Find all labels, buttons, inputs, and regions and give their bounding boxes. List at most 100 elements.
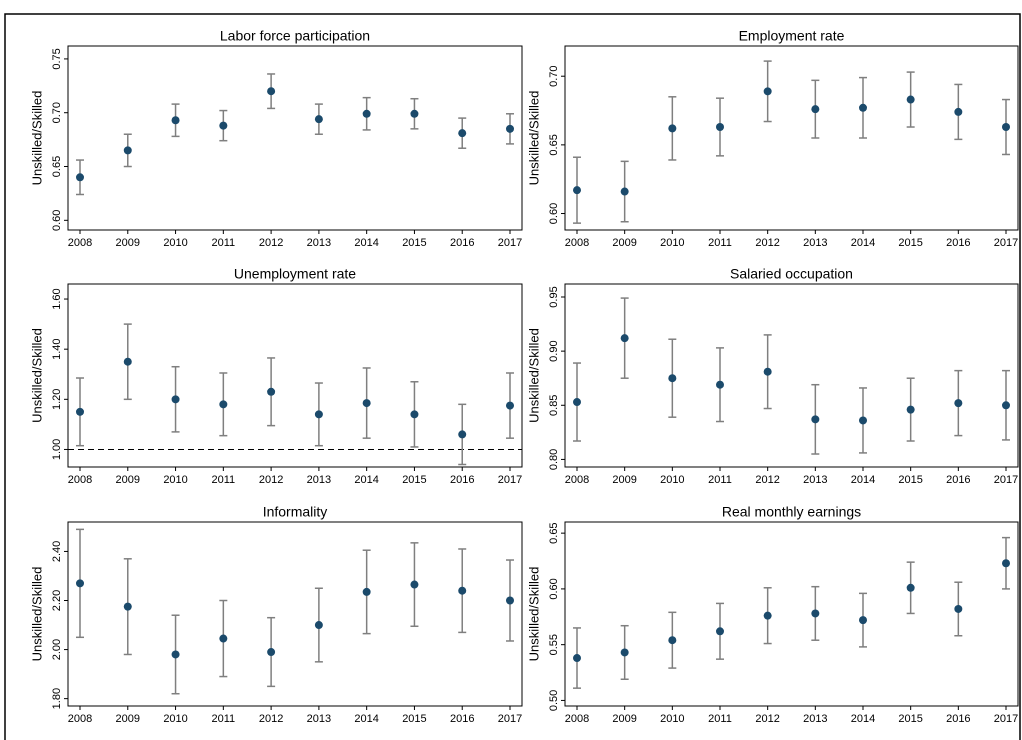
point: [267, 648, 276, 657]
x-tick-label: 2008: [68, 713, 92, 725]
y-tick-label: 2.20: [51, 590, 63, 611]
y-axis-label: Unskilled/Skilled: [29, 567, 44, 662]
y-tick-label: 0.65: [548, 134, 560, 155]
x-tick-label: 2013: [803, 713, 827, 725]
point: [219, 121, 228, 130]
x-tick-label: 2014: [851, 237, 875, 249]
point: [219, 400, 228, 409]
x-tick-label: 2016: [946, 474, 970, 486]
point: [1002, 401, 1010, 410]
plot-frame: [564, 521, 1019, 707]
point: [954, 604, 963, 613]
point: [620, 648, 629, 657]
point: [123, 602, 132, 611]
y-tick-label: 0.70: [548, 65, 560, 86]
x-tick-label: 2017: [498, 237, 522, 249]
y-tick-label: 0.65: [548, 522, 560, 543]
x-tick-label: 2012: [755, 713, 779, 725]
plot-frame: [67, 283, 523, 468]
point: [1002, 559, 1010, 568]
plot-frame: [67, 521, 523, 707]
point: [314, 621, 323, 630]
point: [458, 129, 467, 138]
x-tick-label: 2017: [994, 713, 1018, 725]
point: [573, 654, 581, 663]
point: [410, 580, 419, 589]
plot-frame: [67, 45, 523, 231]
point: [506, 124, 514, 133]
x-tick-label: 2010: [163, 237, 187, 249]
x-tick-label: 2015: [402, 237, 426, 249]
x-tick-label: 2008: [68, 474, 92, 486]
x-tick-label: 2011: [212, 237, 236, 249]
point: [123, 357, 132, 366]
x-tick-label: 2011: [708, 474, 732, 486]
x-tick-label: 2010: [660, 237, 684, 249]
x-tick-label: 2009: [116, 474, 140, 486]
x-tick-label: 2008: [565, 237, 589, 249]
point: [811, 415, 820, 424]
point: [859, 616, 867, 625]
x-tick-label: 2015: [898, 237, 922, 249]
point: [716, 627, 724, 636]
x-tick-label: 2008: [565, 474, 589, 486]
y-tick-label: 2.40: [51, 541, 63, 562]
x-tick-label: 2017: [994, 237, 1018, 249]
x-tick-label: 2016: [450, 237, 474, 249]
y-tick-label: 2.00: [51, 639, 63, 660]
point: [954, 399, 963, 408]
point: [573, 398, 581, 407]
point: [76, 407, 84, 416]
x-tick-label: 2010: [660, 474, 684, 486]
y-tick-label: 1.60: [51, 288, 63, 309]
y-axis-label: Unskilled/Skilled: [29, 328, 44, 423]
x-tick-label: 2009: [116, 237, 140, 249]
point: [76, 579, 84, 588]
point: [458, 430, 467, 439]
y-axis-label: Unskilled/Skilled: [526, 91, 541, 186]
point: [811, 609, 820, 618]
panel-title: Real monthly earnings: [722, 504, 861, 520]
point: [314, 115, 323, 124]
x-tick-label: 2009: [612, 474, 636, 486]
point: [620, 187, 629, 196]
x-tick-label: 2015: [898, 474, 922, 486]
x-tick-label: 2015: [402, 713, 426, 725]
x-tick-label: 2013: [307, 474, 331, 486]
panel-title: Informality: [263, 504, 328, 520]
x-tick-label: 2013: [803, 237, 827, 249]
point: [906, 405, 915, 414]
x-tick-label: 2011: [708, 237, 732, 249]
x-tick-label: 2014: [851, 713, 875, 725]
point: [267, 87, 276, 96]
y-tick-label: 0.85: [548, 395, 560, 416]
x-tick-label: 2010: [163, 713, 187, 725]
x-tick-label: 2015: [402, 474, 426, 486]
point: [314, 410, 323, 419]
x-tick-label: 2011: [212, 474, 236, 486]
x-tick-label: 2013: [307, 713, 331, 725]
point: [763, 611, 772, 620]
point: [362, 587, 371, 596]
x-tick-label: 2014: [354, 713, 378, 725]
point: [362, 109, 371, 118]
y-axis-label: Unskilled/Skilled: [526, 567, 541, 662]
x-tick-label: 2008: [68, 237, 92, 249]
y-tick-label: 0.75: [51, 48, 63, 69]
y-tick-label: 0.60: [548, 203, 560, 224]
plot-frame: [564, 45, 1019, 231]
x-tick-label: 2009: [612, 713, 636, 725]
point: [954, 107, 963, 116]
point: [906, 95, 915, 104]
y-tick-label: 1.20: [51, 389, 63, 410]
point: [668, 636, 677, 645]
y-tick-label: 0.95: [548, 286, 560, 307]
x-tick-label: 2017: [498, 713, 522, 725]
x-tick-label: 2012: [755, 474, 779, 486]
x-tick-label: 2014: [354, 237, 378, 249]
figure-frame: [4, 13, 1021, 740]
x-tick-label: 2016: [946, 713, 970, 725]
x-tick-label: 2012: [755, 237, 779, 249]
point: [219, 634, 228, 643]
